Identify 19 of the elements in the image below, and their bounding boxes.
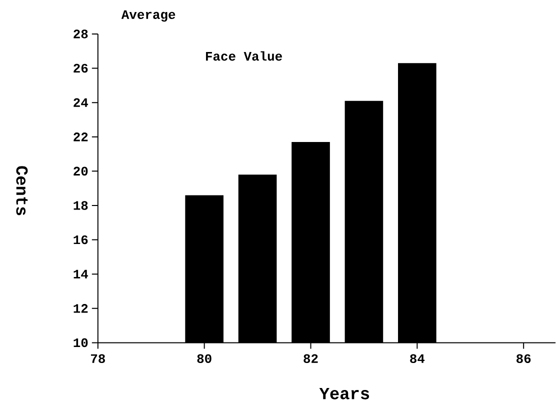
y-tick-label: 18 <box>74 201 88 210</box>
y-tick-label: 12 <box>74 304 88 313</box>
text: Face Value <box>206 51 282 61</box>
y-tick-label: 24 <box>74 98 88 108</box>
x-tick-label: 84 <box>410 354 425 364</box>
x-tick-label: 82 <box>304 354 318 364</box>
x-tick-label: 86 <box>516 354 531 364</box>
y-tick-label: 14 <box>74 270 88 279</box>
y-tick-label: 26 <box>74 64 88 73</box>
y-axis-title: Cents <box>16 166 28 216</box>
chart-title: Average <box>121 10 176 22</box>
y-tick-label: 20 <box>74 166 88 176</box>
x-axis-title: Years <box>319 388 370 400</box>
y-tick-label: 28 <box>74 30 88 39</box>
y-tick-label: 16 <box>74 236 88 244</box>
y-tick-label: 10 <box>74 338 88 348</box>
y-tick-label: 22 <box>74 132 88 142</box>
x-tick-label: 80 <box>197 354 212 364</box>
x-tick-label: 78 <box>90 354 105 364</box>
